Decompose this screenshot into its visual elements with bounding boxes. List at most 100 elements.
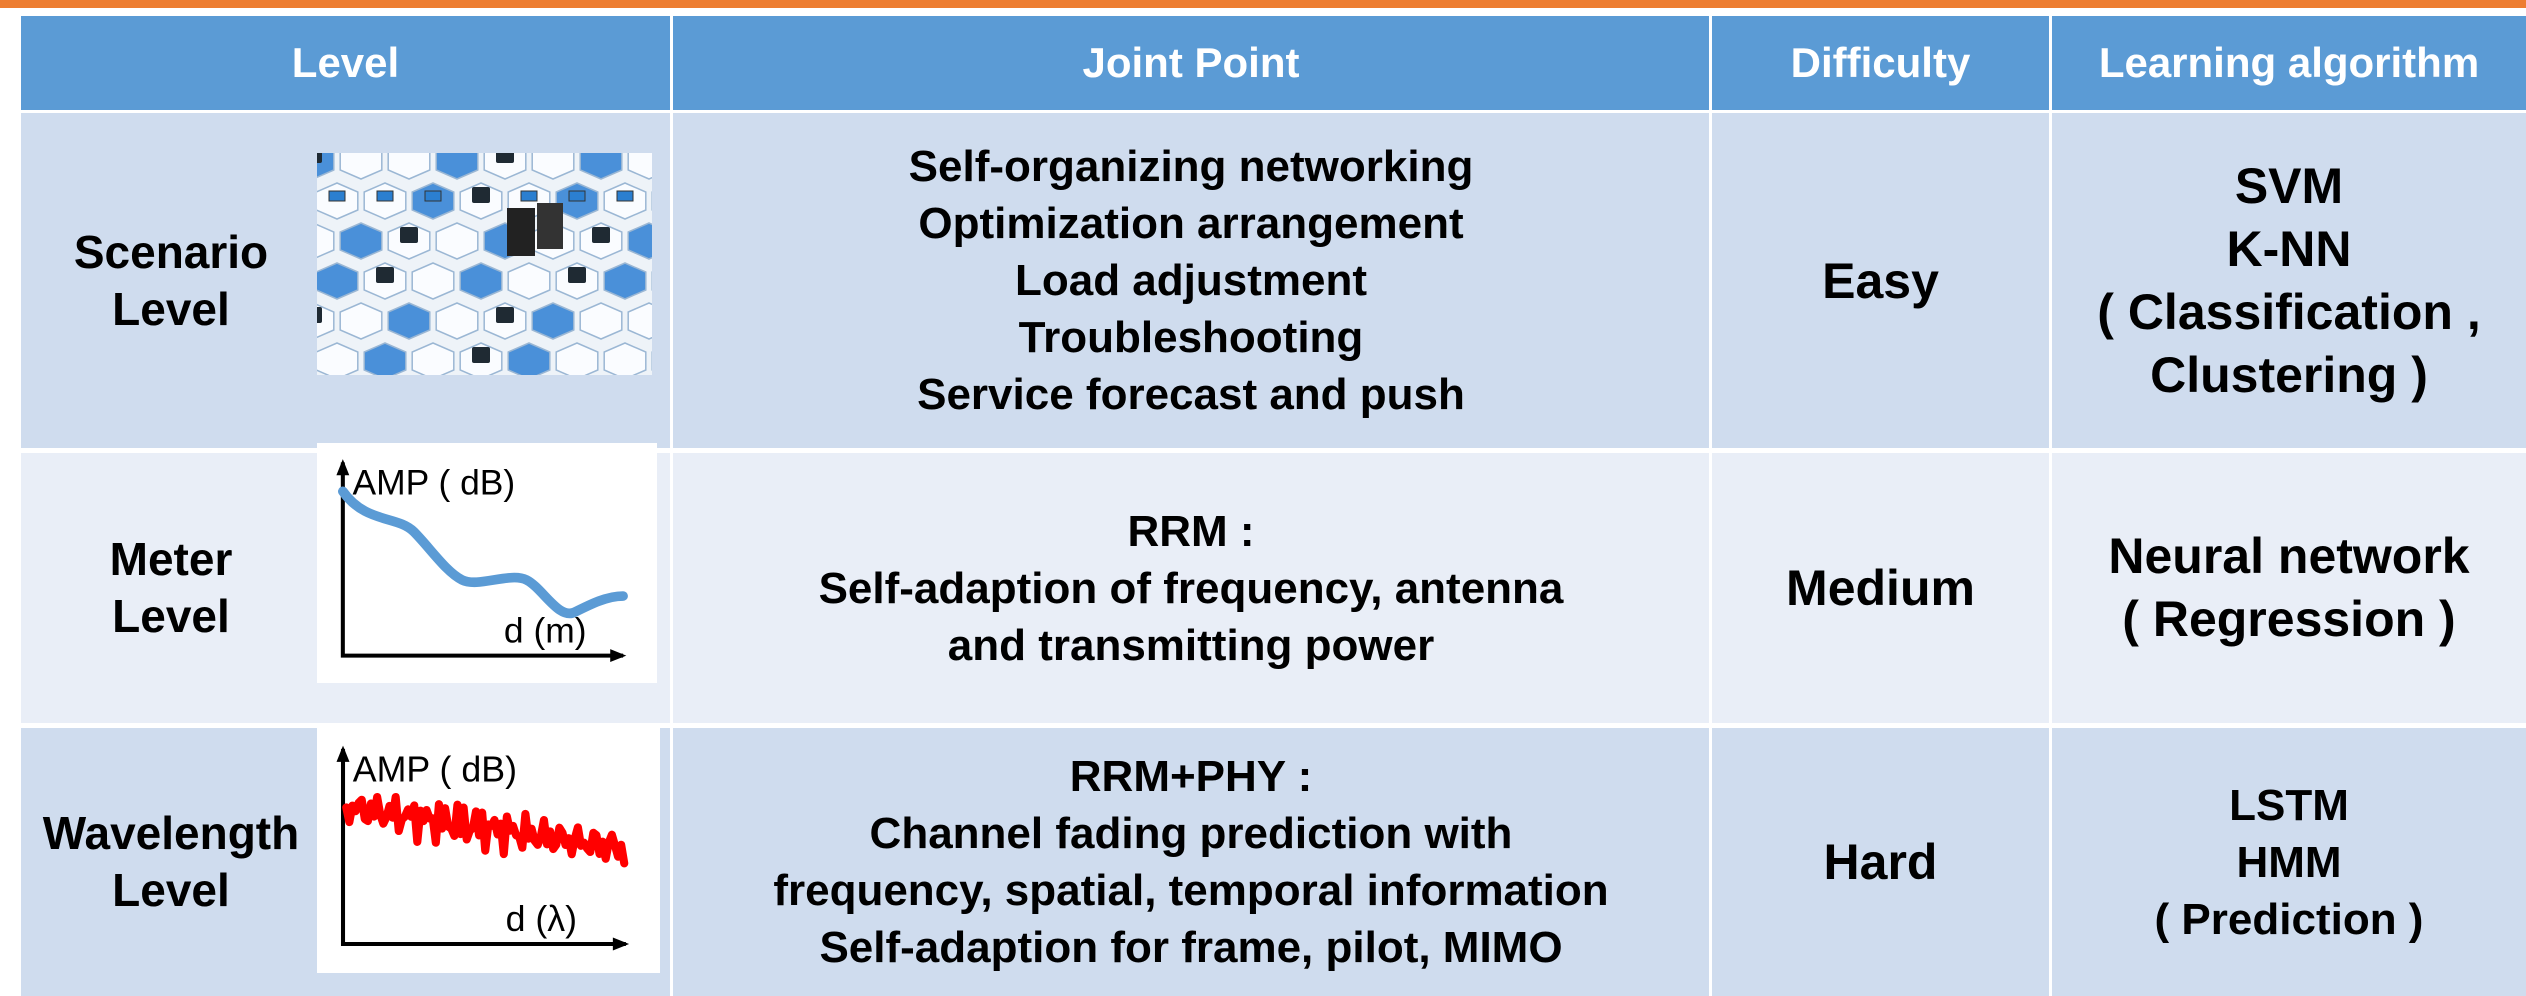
device <box>616 190 634 202</box>
joint-point-line: Troubleshooting <box>1018 313 1364 362</box>
y-axis-label: AMP ( dB) <box>353 463 516 503</box>
hex-tile <box>459 262 503 300</box>
device <box>568 267 586 283</box>
level-line: Level <box>112 864 230 916</box>
hex-tile <box>531 153 575 180</box>
device <box>496 153 514 163</box>
joint-point-line: Self-adaption for frame, pilot, MIMO <box>819 923 1563 972</box>
hex-tile <box>411 262 455 300</box>
amplitude-chart: AMP ( dB) d (λ) <box>317 728 660 973</box>
joint-point-line: Channel fading prediction with <box>869 809 1513 858</box>
joint-point-line: Load adjustment <box>1014 256 1368 305</box>
difficulty-cell: Medium <box>1712 453 2049 723</box>
hex-tile <box>339 153 383 180</box>
difficulty-text: Easy <box>1822 252 1939 309</box>
level-text: Scenario Level <box>21 113 321 448</box>
device <box>376 267 394 283</box>
difficulty-cell: Hard <box>1712 728 2049 996</box>
joint-point-cell: Self-organizing networking Optimization a… <box>673 113 1709 448</box>
header-text: Level <box>291 39 400 86</box>
device <box>317 153 322 163</box>
header-cell: Learning algorithm <box>2052 16 2526 110</box>
network-image <box>317 153 652 375</box>
hex-tile <box>317 223 335 259</box>
algorithm-cell: LSTM HMM ( Prediction ) <box>2052 728 2526 996</box>
hex-tile <box>627 302 652 340</box>
joint-point-cell: RRM+PHY : Channel fading prediction with f… <box>673 728 1709 996</box>
hex-tile <box>363 342 407 375</box>
device <box>400 227 418 243</box>
server <box>507 208 535 256</box>
algorithm-line: SVM <box>2234 157 2344 214</box>
level-line: Meter <box>109 533 233 585</box>
joint-point-line: RRM+PHY : <box>1069 752 1313 801</box>
algorithm-line: K-NN <box>2226 220 2352 277</box>
algorithm-line: ( Regression ) <box>2122 591 2456 647</box>
algorithm-line: ( Classification , <box>2097 283 2481 340</box>
hex-tile <box>579 153 623 180</box>
device <box>317 307 322 323</box>
joint-point-line: RRM : <box>1127 506 1255 556</box>
device <box>472 187 490 203</box>
device <box>328 190 346 202</box>
level-line: Level <box>112 590 230 642</box>
joint-point-line: Self-organizing networking <box>908 142 1474 191</box>
hex-tile <box>507 262 551 300</box>
hex-tile <box>531 302 575 340</box>
header-text: Learning algorithm <box>2098 39 2480 86</box>
level-text: Meter Level <box>21 453 321 723</box>
device <box>496 307 514 323</box>
y-axis-label: AMP ( dB) <box>353 749 517 789</box>
joint-point-line: Service forecast and push <box>917 370 1465 419</box>
device <box>472 347 490 363</box>
hex-tile <box>603 342 647 375</box>
x-axis-label: d (m) <box>504 611 587 651</box>
chart-svg: AMP ( dB) d (m) <box>336 459 628 663</box>
level-line: Wavelength <box>42 807 300 859</box>
hex-tile <box>339 222 383 260</box>
hex-tile <box>507 342 551 375</box>
header-text: Joint Point <box>1082 39 1300 86</box>
chart-svg: AMP ( dB) d (λ) <box>336 745 630 951</box>
header-cell: Joint Point <box>673 16 1709 110</box>
joint-point-line: Optimization arrangement <box>918 199 1464 248</box>
device <box>520 190 538 202</box>
hex-tile <box>483 153 527 180</box>
level-text: Wavelength Level <box>21 728 321 996</box>
joint-point-cell: RRM : Self-adaption of frequency, antenna… <box>673 453 1709 723</box>
algorithm-cell: SVM K-NN ( Classification , Clustering ) <box>2052 113 2526 448</box>
hex-tile <box>435 222 479 260</box>
accent-bar <box>0 0 2526 8</box>
hex-tile <box>627 222 652 260</box>
hex-tile <box>317 342 359 375</box>
axes <box>340 462 624 658</box>
algorithm-line: Clustering ) <box>2150 346 2428 403</box>
hex-tile <box>317 262 359 300</box>
hex-tile <box>411 342 455 375</box>
difficulty-text: Hard <box>1823 834 1938 890</box>
device <box>592 227 610 243</box>
joint-point-line: and transmitting power <box>947 620 1435 670</box>
hex-tile <box>579 302 623 340</box>
algorithm-line: LSTM <box>2229 780 2349 830</box>
hex-tile <box>603 262 647 300</box>
level-line: Level <box>112 282 230 335</box>
joint-point-line: frequency, spatial, temporal information <box>773 866 1609 915</box>
hex-tile <box>387 153 431 180</box>
hex-tile <box>555 342 599 375</box>
device <box>568 190 586 202</box>
hex-tile <box>339 302 383 340</box>
server <box>537 203 563 249</box>
difficulty-cell: Easy <box>1712 113 2049 448</box>
header-cell: Difficulty <box>1712 16 2049 110</box>
curve <box>338 486 628 619</box>
algorithm-line: Neural network <box>2108 528 2470 584</box>
algorithm-cell: Neural network ( Regression ) <box>2052 453 2526 723</box>
level-line: Scenario <box>73 225 269 278</box>
algorithm-line: ( Prediction ) <box>2154 894 2424 944</box>
network-illustration <box>317 153 652 375</box>
device <box>424 190 442 202</box>
amplitude-chart: AMP ( dB) d (m) <box>317 443 657 683</box>
header-cell: Level <box>21 16 670 110</box>
